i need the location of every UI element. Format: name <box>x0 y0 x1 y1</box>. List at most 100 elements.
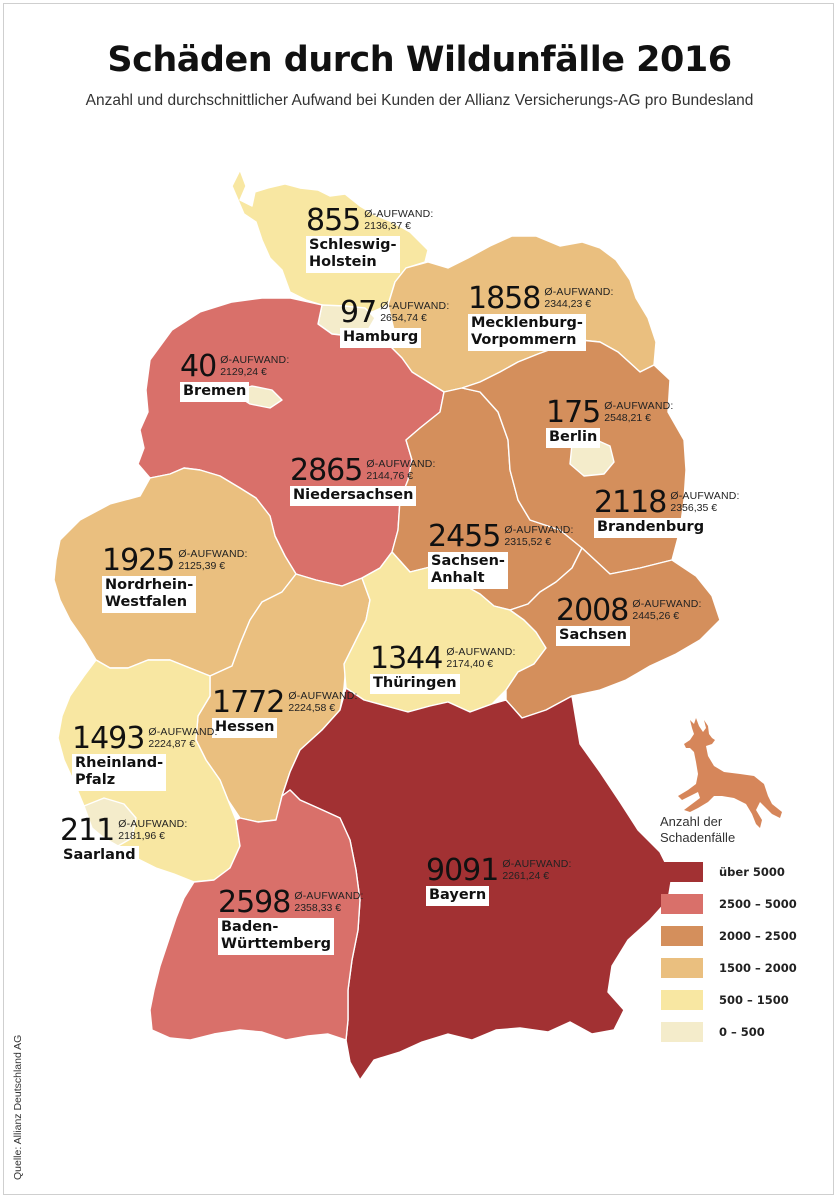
name-mecklenburg-vorpommern: Mecklenburg- Vorpommern <box>468 314 586 351</box>
count-sachsen: 2008 <box>556 593 629 628</box>
label-hamburg: 97 Ø-AUFWAND: 2654,74 € Hamburg <box>340 298 449 348</box>
aufwand-label: Ø-AUFWAND: <box>294 890 364 902</box>
legend-swatch <box>661 862 703 882</box>
aufwand-hessen: 2224,58 € <box>288 702 336 714</box>
aufwand-baden-wuerttemberg: 2358,33 € <box>294 902 342 914</box>
legend-item-0-500: 0 – 500 <box>661 1022 765 1042</box>
count-nordrhein-westfalen: 1925 <box>102 543 175 578</box>
aufwand-schleswig-holstein: 2136,37 € <box>364 220 411 232</box>
name-thueringen: Thüringen <box>370 674 460 694</box>
legend-swatch <box>661 1022 703 1042</box>
aufwand-label: Ø-AUFWAND: <box>504 524 574 536</box>
label-schleswig-holstein: 855 Ø-AUFWAND: 2136,37 € Schleswig- Holst… <box>306 206 434 273</box>
name-saarland: Saarland <box>60 846 139 866</box>
aufwand-label: Ø-AUFWAND: <box>220 354 290 366</box>
aufwand-niedersachsen: 2144,76 € <box>366 470 414 482</box>
name-sachsen: Sachsen <box>556 626 630 646</box>
name-nordrhein-westfalen: Nordrhein- Westfalen <box>102 576 197 613</box>
aufwand-label: Ø-AUFWAND: <box>148 726 218 738</box>
label-hessen: 1772 Ø-AUFWAND: 2224,58 € Hessen <box>212 688 358 738</box>
name-sachsen-anhalt: Sachsen- Anhalt <box>428 552 508 589</box>
aufwand-nordrhein-westfalen: 2125,39 € <box>178 560 226 572</box>
aufwand-label: Ø-AUFWAND: <box>670 490 740 502</box>
aufwand-thueringen: 2174,40 € <box>446 658 494 670</box>
name-berlin: Berlin <box>546 428 601 448</box>
legend-swatch <box>661 894 703 914</box>
legend-item-500-1500: 500 – 1500 <box>661 990 789 1010</box>
legend-label: 2500 – 5000 <box>719 897 797 911</box>
name-hessen: Hessen <box>212 718 278 738</box>
aufwand-sachsen: 2445,26 € <box>632 610 680 622</box>
aufwand-bayern: 2261,24 € <box>502 870 550 882</box>
label-sachsen-anhalt: 2455 Ø-AUFWAND: 2315,52 € Sachsen- Anhalt <box>428 522 574 589</box>
count-mecklenburg-vorpommern: 1858 <box>468 281 541 316</box>
label-baden-wuerttemberg: 2598 Ø-AUFWAND: 2358,33 € Baden- Württemb… <box>218 888 364 955</box>
count-bremen: 40 <box>180 349 217 384</box>
legend-swatch <box>661 990 703 1010</box>
count-sachsen-anhalt: 2455 <box>428 519 501 554</box>
label-niedersachsen: 2865 Ø-AUFWAND: 2144,76 € Niedersachsen <box>290 456 436 506</box>
aufwand-label: Ø-AUFWAND: <box>446 646 516 658</box>
label-nordrhein-westfalen: 1925 Ø-AUFWAND: 2125,39 € Nordrhein- West… <box>102 546 248 613</box>
legend-label: 2000 – 2500 <box>719 929 797 943</box>
aufwand-mecklenburg-vorpommern: 2344,23 € <box>544 298 592 310</box>
label-sachsen: 2008 Ø-AUFWAND: 2445,26 € Sachsen <box>556 596 702 646</box>
aufwand-brandenburg: 2356,35 € <box>670 502 718 514</box>
legend-swatch <box>661 958 703 978</box>
aufwand-rheinland-pfalz: 2224,87 € <box>148 738 196 750</box>
legend-title: Anzahl der Schadenfälle <box>660 814 736 845</box>
count-brandenburg: 2118 <box>594 485 667 520</box>
count-berlin: 175 <box>546 395 601 430</box>
deer-icon <box>678 718 782 828</box>
legend-item-2500-5000: 2500 – 5000 <box>661 894 797 914</box>
legend-swatch <box>661 926 703 946</box>
name-bremen: Bremen <box>180 382 250 402</box>
legend-label: 500 – 1500 <box>719 993 789 1007</box>
legend-item-ueber-5000: über 5000 <box>661 862 785 882</box>
aufwand-label: Ø-AUFWAND: <box>544 286 614 298</box>
aufwand-label: Ø-AUFWAND: <box>288 690 358 702</box>
label-mecklenburg-vorpommern: 1858 Ø-AUFWAND: 2344,23 € Mecklenburg- Vo… <box>468 284 614 351</box>
aufwand-label: Ø-AUFWAND: <box>502 858 572 870</box>
count-hessen: 1772 <box>212 685 285 720</box>
page-frame <box>3 3 834 1195</box>
count-saarland: 211 <box>60 813 115 848</box>
name-rheinland-pfalz: Rheinland- Pfalz <box>72 754 167 791</box>
aufwand-label: Ø-AUFWAND: <box>632 598 702 610</box>
label-thueringen: 1344 Ø-AUFWAND: 2174,40 € Thüringen <box>370 644 516 694</box>
count-bayern: 9091 <box>426 853 499 888</box>
count-thueringen: 1344 <box>370 641 443 676</box>
label-brandenburg: 2118 Ø-AUFWAND: 2356,35 € Brandenburg <box>594 488 740 538</box>
aufwand-label: Ø-AUFWAND: <box>604 400 674 412</box>
name-brandenburg: Brandenburg <box>594 518 708 538</box>
label-bayern: 9091 Ø-AUFWAND: 2261,24 € Bayern <box>426 856 572 906</box>
name-baden-wuerttemberg: Baden- Württemberg <box>218 918 335 955</box>
name-hamburg: Hamburg <box>340 328 422 348</box>
count-hamburg: 97 <box>340 295 377 330</box>
page-title: Schäden durch Wildunfälle 2016 <box>107 40 732 80</box>
state-baden-wuerttemberg <box>149 789 361 1041</box>
aufwand-sachsen-anhalt: 2315,52 € <box>504 536 552 548</box>
legend-item-2000-2500: 2000 – 2500 <box>661 926 797 946</box>
aufwand-label: Ø-AUFWAND: <box>118 818 188 830</box>
aufwand-label: Ø-AUFWAND: <box>364 208 434 220</box>
aufwand-bremen: 2129,24 € <box>220 366 267 378</box>
legend-label: 1500 – 2000 <box>719 961 797 975</box>
aufwand-saarland: 2181,96 € <box>118 830 165 842</box>
aufwand-label: Ø-AUFWAND: <box>380 300 450 312</box>
state-saarland <box>83 797 137 847</box>
page-subtitle: Anzahl und durchschnittlicher Aufwand be… <box>85 92 754 109</box>
label-saarland: 211 Ø-AUFWAND: 2181,96 € Saarland <box>60 816 188 866</box>
aufwand-berlin: 2548,21 € <box>604 412 651 424</box>
count-rheinland-pfalz: 1493 <box>72 721 145 756</box>
label-rheinland-pfalz: 1493 Ø-AUFWAND: 2224,87 € Rheinland- Pfal… <box>72 724 218 791</box>
name-bayern: Bayern <box>426 886 490 906</box>
aufwand-hamburg: 2654,74 € <box>380 312 427 324</box>
label-berlin: 175 Ø-AUFWAND: 2548,21 € Berlin <box>546 398 674 448</box>
name-schleswig-holstein: Schleswig- Holstein <box>306 236 400 273</box>
aufwand-label: Ø-AUFWAND: <box>178 548 248 560</box>
legend-item-1500-2000: 1500 – 2000 <box>661 958 797 978</box>
legend-label: über 5000 <box>719 865 785 879</box>
name-niedersachsen: Niedersachsen <box>290 486 417 506</box>
count-baden-wuerttemberg: 2598 <box>218 885 291 920</box>
